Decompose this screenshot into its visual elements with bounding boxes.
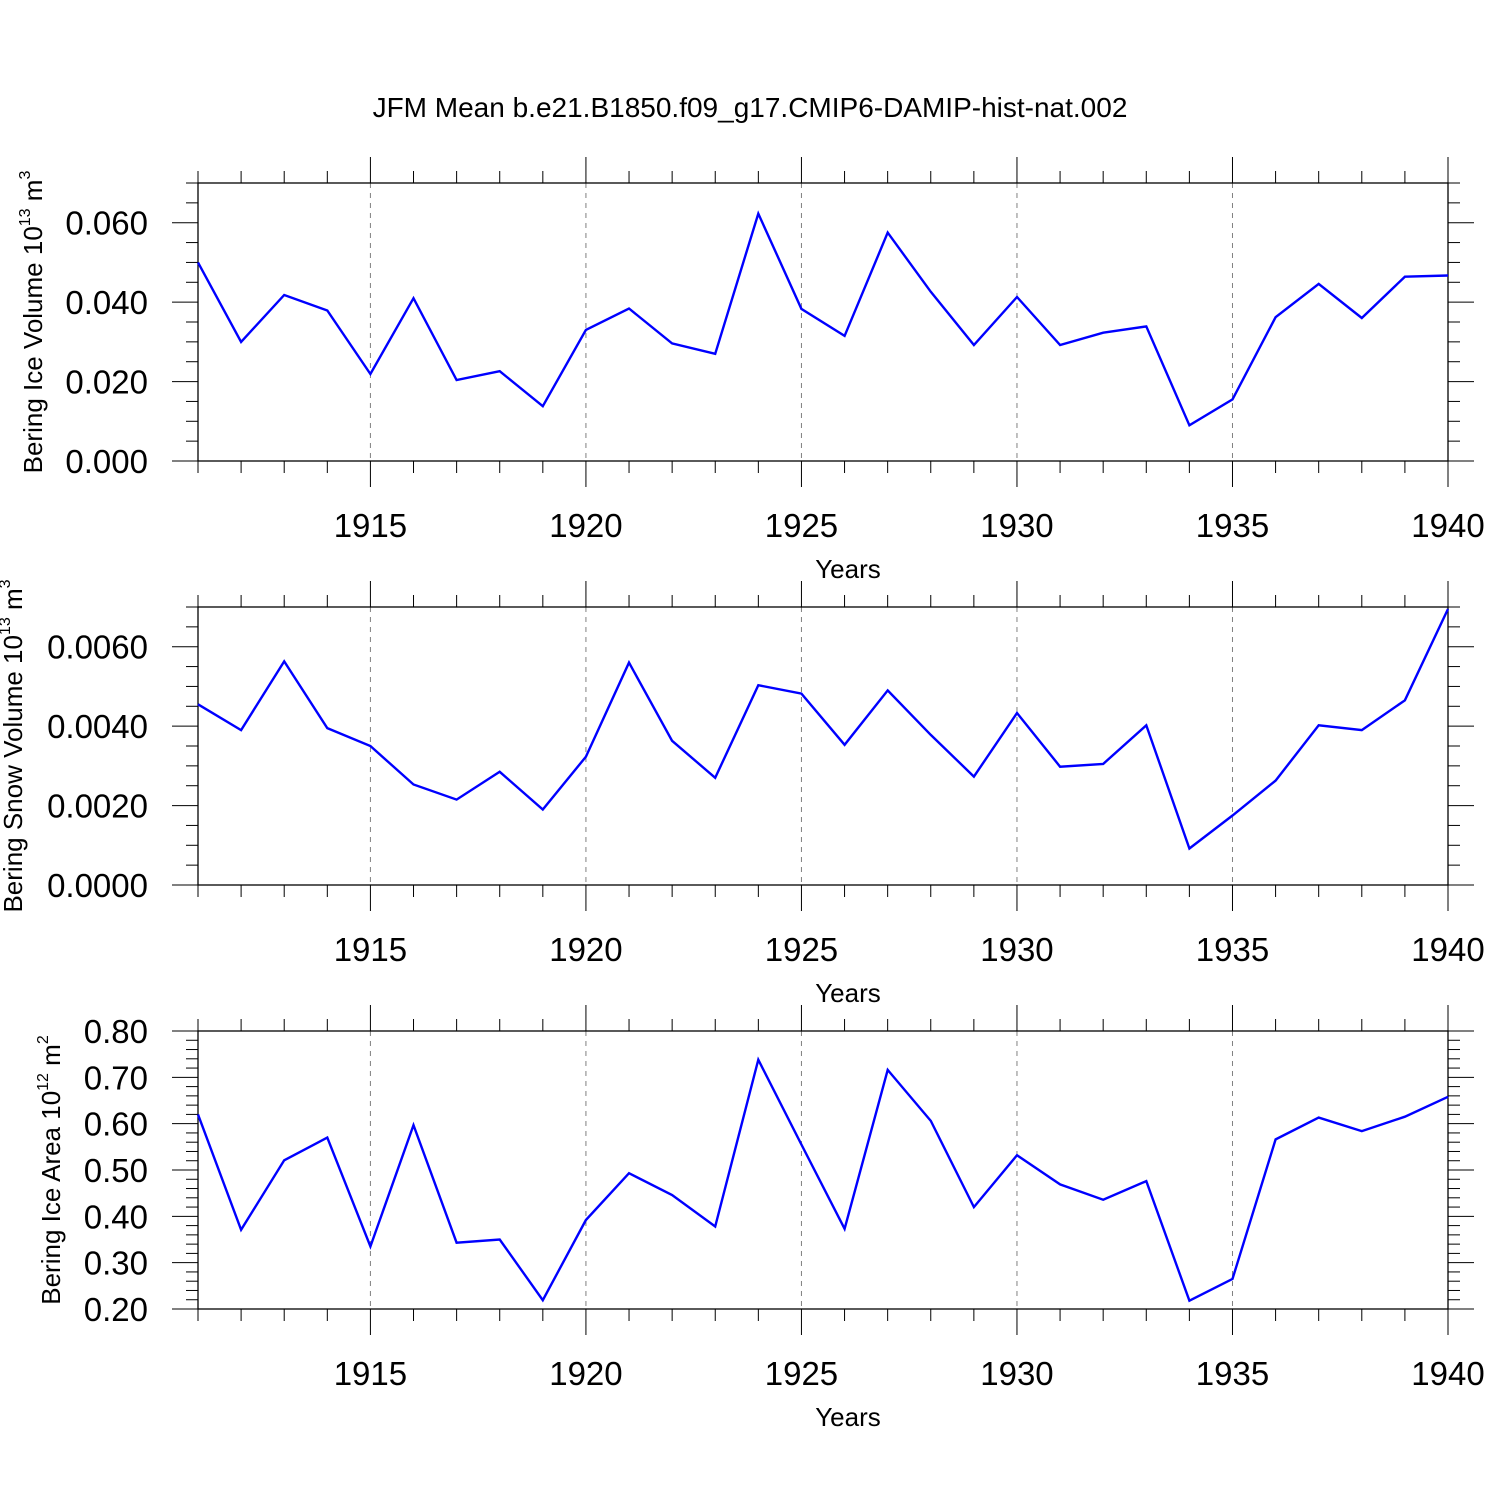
y-tick-label: 0.020 <box>65 364 148 401</box>
y-tick-label: 0.60 <box>84 1106 148 1143</box>
y-tick-label: 0.50 <box>84 1152 148 1189</box>
y-tick-label: 0.0020 <box>47 788 148 825</box>
x-tick-label: 1915 <box>334 507 407 544</box>
x-tick-label: 1935 <box>1196 931 1269 968</box>
y-axis-label: Bering Snow Volume 1013 m3 <box>0 579 28 912</box>
y-tick-label: 0.40 <box>84 1198 148 1235</box>
x-tick-label: 1925 <box>765 507 838 544</box>
y-tick-label: 0.30 <box>84 1245 148 1282</box>
x-tick-label: 1920 <box>549 931 622 968</box>
plot-frame <box>197 1030 1449 1310</box>
x-tick-label: 1930 <box>980 931 1053 968</box>
x-axis-label: Years <box>815 1402 881 1432</box>
y-label-superscript: 3 <box>0 579 14 588</box>
y-tick-label: 0.0060 <box>47 629 148 666</box>
y-tick-label: 0.0040 <box>47 708 148 745</box>
y-label-superscript: 13 <box>17 208 34 226</box>
x-tick-label: 1940 <box>1411 1355 1484 1392</box>
panels: 0.000 0.020 0.040 0.060 1915 1920 1925 1930 1935… <box>0 157 1485 1432</box>
y-tick-label: 0.060 <box>65 205 148 242</box>
y-label-superscript: 2 <box>35 1035 52 1044</box>
chart-panel-2: 0.0000 0.0020 0.0040 0.0060 1915 1920 1925 1930… <box>0 579 1485 1008</box>
y-label-text: Bering Snow Volume 10 <box>0 635 28 913</box>
x-axis-label: Years <box>815 978 881 1008</box>
y-axis-label: Bering Ice Volume 1013 m3 <box>17 171 48 474</box>
chart-panel-1: 0.000 0.020 0.040 0.060 1915 1920 1925 1930 1935… <box>17 157 1485 584</box>
x-tick-label: 1940 <box>1411 507 1484 544</box>
y-label-text: m <box>18 180 48 209</box>
y-tick-label: 0.040 <box>65 284 148 321</box>
figure-title: JFM Mean b.e21.B1850.f09_g17.CMIP6-DAMIP… <box>373 92 1128 123</box>
series-line-bering-snow-volume <box>197 608 1450 851</box>
y-label-superscript: 13 <box>0 617 14 635</box>
plot-frame <box>197 606 1449 886</box>
series-line-bering-ice-area <box>196 1056 1449 1303</box>
y-label-text: Bering Ice Volume 10 <box>18 226 48 473</box>
x-tick-label: 1915 <box>334 1355 407 1392</box>
y-tick-label: 0.70 <box>84 1059 148 1096</box>
x-tick-label: 1935 <box>1196 1355 1269 1392</box>
chart-panel-3: 0.20 0.30 0.40 0.50 0.60 0.70 0.80 1915 1920 1925… <box>35 1005 1485 1432</box>
y-tick-label: 0.80 <box>84 1013 148 1050</box>
y-label-superscript: 3 <box>17 171 34 180</box>
x-tick-label: 1925 <box>765 1355 838 1392</box>
y-label-text: m <box>36 1044 66 1073</box>
y-axis-label: Bering Ice Area 1012 m2 <box>35 1035 66 1305</box>
x-tick-label: 1920 <box>549 1355 622 1392</box>
x-tick-label: 1920 <box>549 507 622 544</box>
x-axis-label: Years <box>815 554 881 584</box>
x-tick-label: 1930 <box>980 507 1053 544</box>
y-tick-label: 0.0000 <box>47 867 148 904</box>
y-tick-label: 0.000 <box>65 443 148 480</box>
x-tick-label: 1935 <box>1196 507 1269 544</box>
y-label-text: m <box>0 588 28 617</box>
y-tick-label: 0.20 <box>84 1291 148 1328</box>
y-label-superscript: 12 <box>35 1073 52 1091</box>
x-tick-label: 1940 <box>1411 931 1484 968</box>
series-line-bering-ice-volume <box>196 210 1449 428</box>
x-tick-label: 1930 <box>980 1355 1053 1392</box>
x-tick-label: 1925 <box>765 931 838 968</box>
x-tick-label: 1915 <box>334 931 407 968</box>
y-label-text: Bering Ice Area 10 <box>36 1091 66 1305</box>
